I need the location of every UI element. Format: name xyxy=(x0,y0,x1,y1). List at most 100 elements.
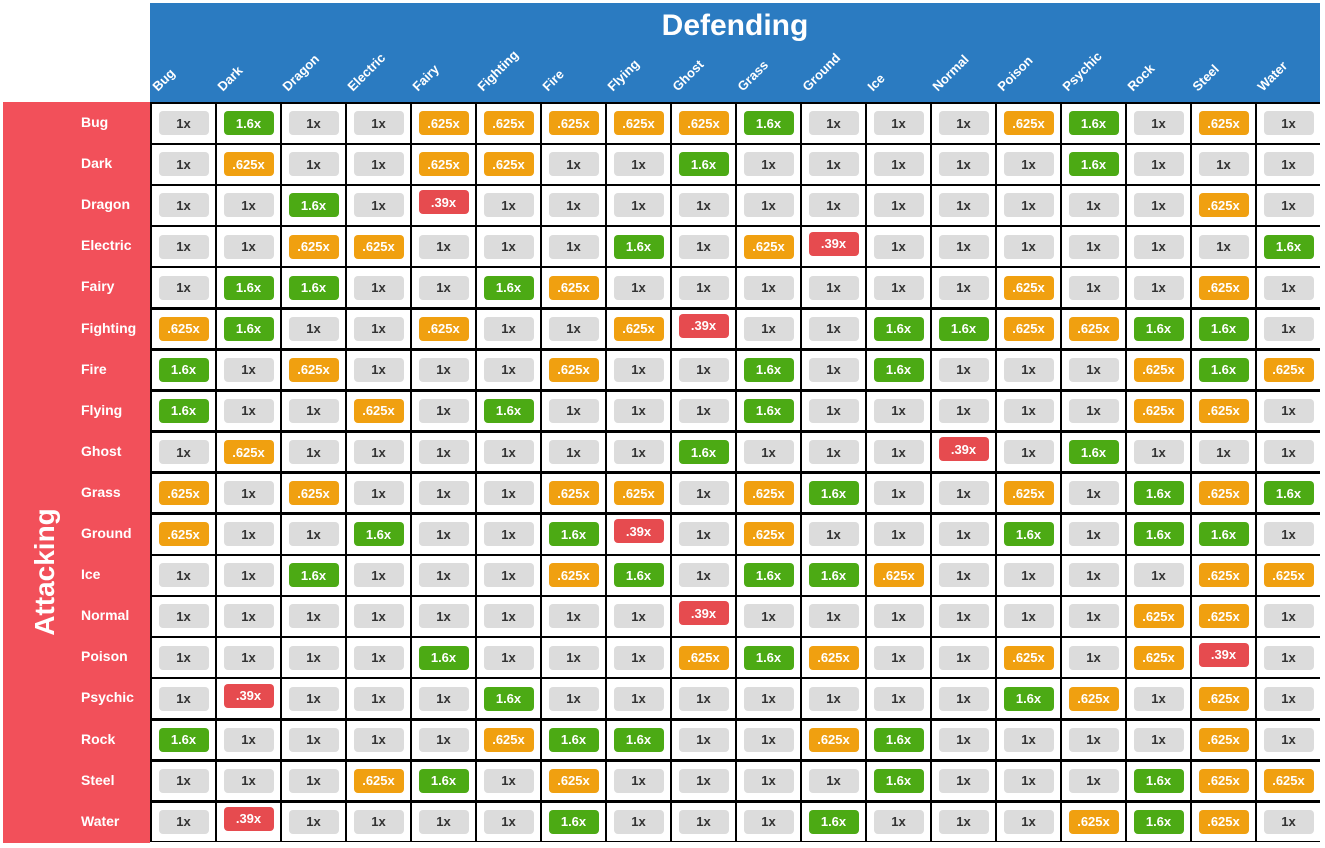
multiplier-badge: 1x xyxy=(1068,522,1119,547)
multiplier-badge: 1x xyxy=(613,357,664,382)
multiplier-badge: 1x xyxy=(873,398,924,423)
cell-flying-vs-water: 1x xyxy=(1257,391,1320,431)
cell-fighting-vs-water: 1x xyxy=(1257,309,1320,349)
cell-ghost-vs-ground: 1x xyxy=(802,432,865,472)
multiplier-badge: 1.6x xyxy=(548,522,599,547)
multiplier-badge: 1x xyxy=(223,727,274,752)
cell-poison-vs-flying: 1x xyxy=(607,638,670,677)
multiplier-badge: 1x xyxy=(353,645,404,670)
multiplier-badge: 1x xyxy=(353,357,404,382)
multiplier-badge: 1x xyxy=(288,727,339,752)
cell-fighting-vs-dark: 1.6x xyxy=(217,309,280,349)
multiplier-badge: 1x xyxy=(483,563,534,588)
cell-bug-vs-electric: 1x xyxy=(347,104,410,143)
cell-poison-vs-rock: .625x xyxy=(1127,638,1190,677)
cell-dark-vs-ice: 1x xyxy=(867,145,930,184)
multiplier-badge: .625x xyxy=(418,111,469,136)
cell-dragon-vs-ghost: 1x xyxy=(672,186,735,225)
multiplier-badge: 1x xyxy=(1263,152,1314,177)
cell-steel-vs-ghost: 1x xyxy=(672,761,735,801)
row-label-flying: Flying xyxy=(81,401,123,418)
multiplier-badge: 1.6x xyxy=(743,357,794,382)
multiplier-badge: .625x xyxy=(1003,481,1054,506)
cell-electric-vs-rock: 1x xyxy=(1127,227,1190,266)
multiplier-badge: 1.6x xyxy=(158,727,209,752)
multiplier-badge: .39x xyxy=(678,601,729,626)
cell-normal-vs-electric: 1x xyxy=(347,597,410,636)
multiplier-badge: 1x xyxy=(1133,111,1184,136)
multiplier-badge: 1x xyxy=(1068,357,1119,382)
multiplier-badge: 1x xyxy=(1068,645,1119,670)
cell-rock-vs-water: 1x xyxy=(1257,720,1320,760)
cell-bug-vs-fairy: .625x xyxy=(412,104,475,143)
cell-rock-vs-psychic: 1x xyxy=(1062,720,1125,760)
cell-ghost-vs-dark: .625x xyxy=(217,432,280,472)
multiplier-badge: 1x xyxy=(1198,152,1249,177)
multiplier-badge: 1x xyxy=(1263,316,1314,341)
cell-psychic-vs-flying: 1x xyxy=(607,679,670,718)
cell-dragon-vs-fighting: 1x xyxy=(477,186,540,225)
cell-grass-vs-grass: .625x xyxy=(737,473,800,513)
cell-rock-vs-dark: 1x xyxy=(217,720,280,760)
multiplier-badge: 1x xyxy=(613,398,664,423)
multiplier-badge: .625x xyxy=(743,234,794,259)
multiplier-badge: .625x xyxy=(1133,357,1184,382)
multiplier-badge: 1x xyxy=(158,604,209,629)
cell-fire-vs-flying: 1x xyxy=(607,350,670,390)
multiplier-badge: 1x xyxy=(808,193,859,218)
cell-water-vs-psychic: .625x xyxy=(1062,802,1125,842)
cell-normal-vs-flying: 1x xyxy=(607,597,670,636)
multiplier-badge: .625x xyxy=(1198,727,1249,752)
multiplier-badge: 1x xyxy=(678,686,729,711)
multiplier-badge: .625x xyxy=(353,234,404,259)
multiplier-badge: 1.6x xyxy=(743,398,794,423)
cell-fire-vs-ice: 1.6x xyxy=(867,350,930,390)
multiplier-badge: 1.6x xyxy=(808,563,859,588)
multiplier-badge: 1.6x xyxy=(613,563,664,588)
multiplier-badge: .625x xyxy=(548,275,599,300)
cell-flying-vs-electric: .625x xyxy=(347,391,410,431)
cell-ground-vs-bug: .625x xyxy=(152,515,215,554)
multiplier-badge: 1.6x xyxy=(678,440,729,465)
multiplier-badge: .625x xyxy=(1198,111,1249,136)
cell-steel-vs-fighting: 1x xyxy=(477,761,540,801)
multiplier-badge: 1x xyxy=(548,398,599,423)
row-label-grass: Grass xyxy=(81,483,121,500)
multiplier-badge: .625x xyxy=(1263,357,1314,382)
multiplier-badge: .625x xyxy=(613,481,664,506)
cell-electric-vs-psychic: 1x xyxy=(1062,227,1125,266)
column-label-ice: Ice xyxy=(864,70,888,94)
cell-steel-vs-fairy: 1.6x xyxy=(412,761,475,801)
cell-poison-vs-water: 1x xyxy=(1257,638,1320,677)
cell-grass-vs-fire: .625x xyxy=(542,473,605,513)
cell-grass-vs-psychic: 1x xyxy=(1062,473,1125,513)
cell-poison-vs-bug: 1x xyxy=(152,638,215,677)
cell-bug-vs-poison: .625x xyxy=(997,104,1060,143)
multiplier-badge: 1.6x xyxy=(1003,686,1054,711)
cell-fairy-vs-water: 1x xyxy=(1257,268,1320,307)
cell-dark-vs-flying: 1x xyxy=(607,145,670,184)
cell-ice-vs-steel: .625x xyxy=(1192,556,1255,595)
cell-ice-vs-dragon: 1.6x xyxy=(282,556,345,595)
multiplier-badge: 1x xyxy=(938,398,989,423)
multiplier-badge: 1x xyxy=(158,234,209,259)
multiplier-badge: .625x xyxy=(1263,563,1314,588)
multiplier-badge: 1.6x xyxy=(418,768,469,793)
multiplier-badge: 1x xyxy=(548,152,599,177)
cell-rock-vs-ground: .625x xyxy=(802,720,865,760)
cell-dragon-vs-water: 1x xyxy=(1257,186,1320,225)
multiplier-badge: 1x xyxy=(548,645,599,670)
multiplier-badge: 1x xyxy=(743,686,794,711)
multiplier-badge: .625x xyxy=(1198,398,1249,423)
cell-fairy-vs-dragon: 1.6x xyxy=(282,268,345,307)
row-label-electric: Electric xyxy=(81,237,132,254)
cell-flying-vs-flying: 1x xyxy=(607,391,670,431)
multiplier-badge: 1x xyxy=(158,768,209,793)
multiplier-badge: 1x xyxy=(353,440,404,465)
cell-electric-vs-dragon: .625x xyxy=(282,227,345,266)
multiplier-badge: 1x xyxy=(158,645,209,670)
cell-psychic-vs-ground: 1x xyxy=(802,679,865,718)
cell-poison-vs-grass: 1.6x xyxy=(737,638,800,677)
cell-fighting-vs-fairy: .625x xyxy=(412,309,475,349)
multiplier-badge: 1x xyxy=(1133,152,1184,177)
